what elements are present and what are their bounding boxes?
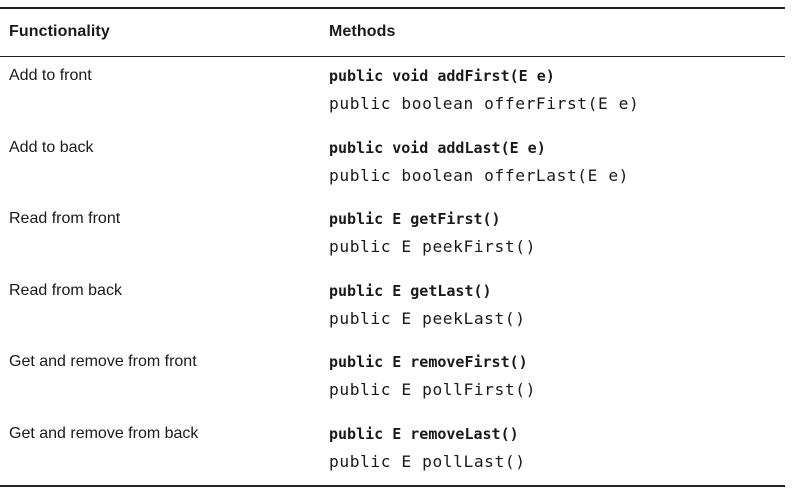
method-primary: public void addFirst(E e) (329, 67, 555, 85)
functionality-cell: Add to back (9, 139, 94, 156)
header-functionality: Functionality (9, 23, 110, 40)
header-methods: Methods (329, 23, 396, 40)
methods-table: Functionality Methods Add to front publi… (0, 7, 785, 471)
functionality-cell: Get and remove from back (9, 425, 199, 442)
table-row: Add to back public void addLast(E e) pub… (0, 129, 785, 200)
method-secondary: public E pollLast() (329, 452, 526, 471)
table-header: Functionality Methods (0, 9, 785, 57)
functionality-cell: Read from back (9, 282, 122, 299)
method-secondary: public E peekFirst() (329, 237, 536, 256)
method-secondary: public boolean offerFirst(E e) (329, 94, 640, 113)
method-primary: public E removeLast() (329, 425, 519, 443)
table-top-rule (0, 7, 785, 9)
table-row: Get and remove from back public E remove… (0, 415, 785, 486)
table-row: Add to front public void addFirst(E e) p… (0, 57, 785, 128)
functionality-cell: Read from front (9, 210, 121, 227)
functionality-cell: Add to front (9, 67, 92, 84)
method-secondary: public boolean offerLast(E e) (329, 166, 630, 185)
table-row: Read from front public E getFirst() publ… (0, 200, 785, 271)
method-primary: public E getFirst() (329, 210, 501, 228)
functionality-cell: Get and remove from front (9, 353, 197, 370)
table-row: Read from back public E getLast() public… (0, 272, 785, 343)
table-bottom-rule (0, 485, 785, 487)
method-secondary: public E pollFirst() (329, 380, 536, 399)
table-row: Get and remove from front public E remov… (0, 343, 785, 414)
method-primary: public void addLast(E e) (329, 139, 546, 157)
method-primary: public E removeFirst() (329, 353, 528, 371)
method-secondary: public E peekLast() (329, 309, 526, 328)
method-primary: public E getLast() (329, 282, 492, 300)
